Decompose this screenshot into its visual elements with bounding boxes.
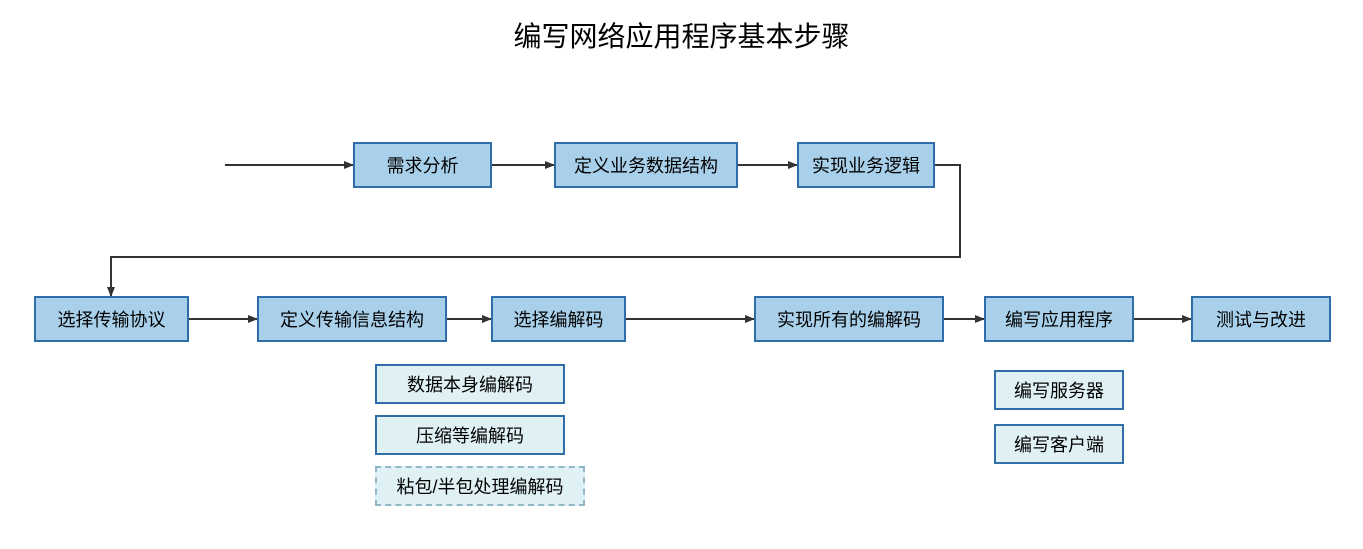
- node-label-n9: 粘包/半包处理编解码: [396, 473, 563, 499]
- node-n12: 编写服务器: [994, 370, 1124, 410]
- node-n14: 测试与改进: [1191, 296, 1331, 342]
- node-n9: 粘包/半包处理编解码: [375, 466, 585, 506]
- node-n1: 需求分析: [353, 142, 492, 188]
- edges-layer: [0, 0, 1363, 549]
- node-label-n1: 需求分析: [387, 152, 459, 178]
- node-n7: 数据本身编解码: [375, 364, 565, 404]
- node-label-n4: 选择传输协议: [58, 306, 166, 332]
- node-label-n5: 定义传输信息结构: [280, 306, 424, 332]
- node-label-n8: 压缩等编解码: [416, 422, 524, 448]
- node-label-n3: 实现业务逻辑: [812, 152, 920, 178]
- node-n11: 编写应用程序: [984, 296, 1134, 342]
- node-label-n11: 编写应用程序: [1005, 306, 1113, 332]
- node-n5: 定义传输信息结构: [257, 296, 447, 342]
- node-n6: 选择编解码: [491, 296, 626, 342]
- node-label-n6: 选择编解码: [514, 306, 604, 332]
- node-label-n12: 编写服务器: [1014, 377, 1104, 403]
- node-label-n14: 测试与改进: [1216, 306, 1306, 332]
- node-n8: 压缩等编解码: [375, 415, 565, 455]
- node-n4: 选择传输协议: [34, 296, 189, 342]
- node-n13: 编写客户端: [994, 424, 1124, 464]
- node-label-n13: 编写客户端: [1014, 431, 1104, 457]
- node-n10: 实现所有的编解码: [754, 296, 944, 342]
- diagram-title: 编写网络应用程序基本步骤: [0, 15, 1363, 55]
- node-n3: 实现业务逻辑: [797, 142, 935, 188]
- node-label-n10: 实现所有的编解码: [777, 306, 921, 332]
- node-label-n7: 数据本身编解码: [407, 371, 533, 397]
- node-label-n2: 定义业务数据结构: [574, 152, 718, 178]
- node-n2: 定义业务数据结构: [554, 142, 738, 188]
